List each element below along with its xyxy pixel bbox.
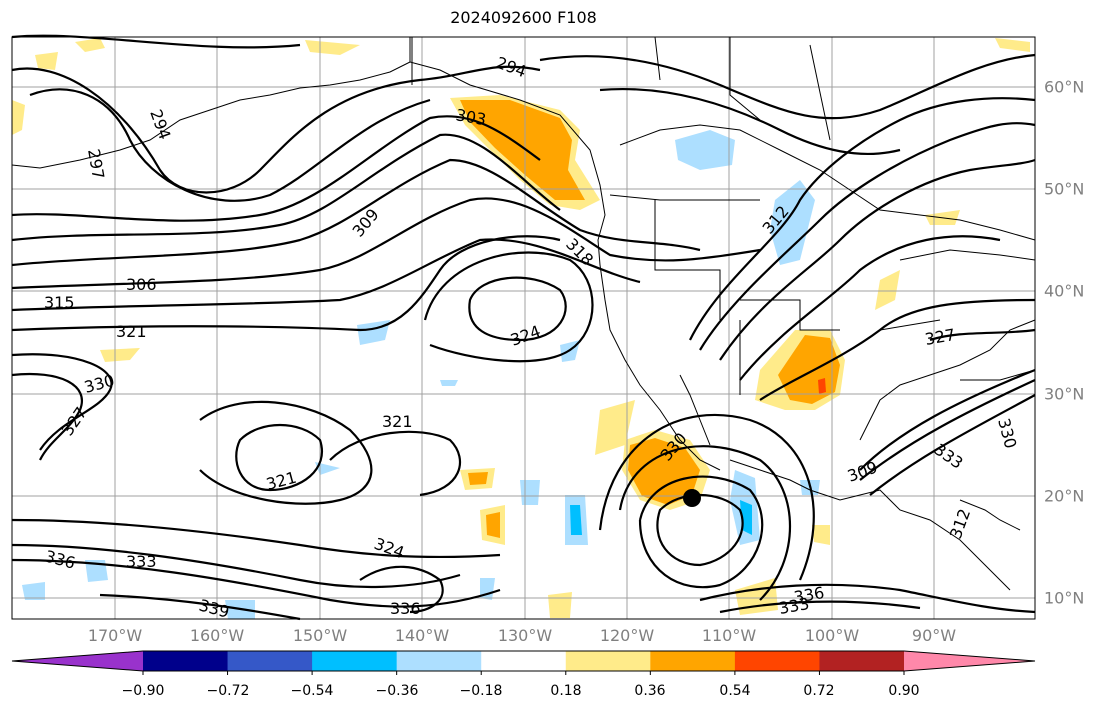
gridlines (12, 37, 1035, 619)
lon-label: 110°W (701, 626, 757, 645)
colorbar-tick-label: 0.36 (634, 683, 666, 699)
contour-label: 333 (126, 552, 157, 571)
colorbar-tick-label: 0.72 (803, 683, 835, 699)
lat-label: 50°N (1044, 179, 1085, 199)
shade-small-13 (812, 525, 830, 545)
colorbar-segment (481, 651, 567, 671)
colorbar-segment (819, 651, 905, 671)
contour-label: 315 (44, 293, 75, 312)
shade-gulf-orange (460, 100, 585, 200)
lon-label: 90°W (911, 626, 957, 645)
colorbar-segment (734, 651, 820, 671)
colorbar-segment-low (12, 651, 143, 671)
colorbar-tick-label: −0.18 (459, 683, 503, 699)
colorbar-tick-label: 0.18 (550, 683, 582, 699)
contour-label: 336 (390, 599, 421, 618)
colorbar-tick-label: 0.90 (888, 683, 920, 699)
lon-label: 130°W (497, 626, 553, 645)
colorbar-segment (396, 651, 482, 671)
colorbar-tick-label: −0.90 (121, 683, 165, 699)
contour-labels: 294 297 294 309 306 315 321 330 327 318 … (43, 53, 1020, 622)
shade-small-1 (75, 38, 105, 52)
colorbar-segment-high (904, 651, 1035, 671)
shade-small-4 (35, 52, 58, 70)
shade-blue-2 (770, 180, 815, 265)
lat-label: 60°N (1044, 77, 1085, 97)
shade-small-3 (995, 38, 1030, 52)
lon-label: 140°W (394, 626, 450, 645)
map-title: 2024092600 F108 (450, 8, 597, 27)
contour-label: 306 (126, 275, 157, 294)
plot-frame (11, 36, 1036, 620)
colorbar-tick-label: −0.72 (206, 683, 250, 699)
shade-baja-orange (628, 438, 700, 505)
contour-lines (11, 34, 1036, 621)
lat-label: 20°N (1044, 486, 1085, 506)
colorbar-segments (11, 650, 1036, 672)
contour-label: 321 (382, 412, 413, 431)
colorbar-segment (227, 651, 313, 671)
colorbar-tick-label: −0.36 (375, 683, 419, 699)
shade-blue-1 (675, 130, 735, 170)
lat-label: 30°N (1044, 384, 1085, 404)
lon-label: 100°W (804, 626, 860, 645)
shade-blue-11 (440, 380, 458, 386)
anomaly-shading (12, 38, 1030, 619)
shade-small-2 (305, 40, 360, 55)
shade-blue-10 (22, 582, 45, 600)
shade-blue-7 (85, 560, 108, 582)
storm-center-marker (683, 489, 701, 507)
lon-label: 150°W (292, 626, 348, 645)
lat-label: 40°N (1044, 281, 1085, 301)
shade-small-8 (595, 400, 635, 455)
map-plot: 294 297 294 309 306 315 321 330 327 318 … (11, 34, 1036, 622)
lon-label: 120°W (599, 626, 655, 645)
shade-blue-5b (570, 505, 582, 535)
colorbar-tick-label: −0.54 (290, 683, 334, 699)
contour-label: 321 (116, 322, 147, 341)
shade-small-12 (548, 592, 572, 618)
colorbar-segment (650, 651, 736, 671)
colorbar-ticks (142, 671, 905, 675)
lat-label: 10°N (1044, 588, 1085, 608)
shade-small-9o (468, 472, 488, 485)
coastlines (11, 36, 1036, 591)
shade-small-7 (875, 270, 900, 310)
colorbar-tick-label: 0.54 (719, 683, 751, 699)
shade-small-10o (486, 512, 500, 538)
lon-label: 160°W (189, 626, 245, 645)
colorbar-segment (312, 651, 398, 671)
lon-label: 170°W (87, 626, 143, 645)
shade-small-5 (12, 100, 25, 135)
colorbar-segment (565, 651, 651, 671)
colorbar (11, 650, 1036, 675)
colorbar-segment (143, 651, 229, 671)
shade-blue-9 (520, 480, 540, 505)
shade-texas-red (818, 378, 826, 394)
shade-blue-8 (315, 462, 340, 475)
shade-small-6 (100, 348, 140, 362)
